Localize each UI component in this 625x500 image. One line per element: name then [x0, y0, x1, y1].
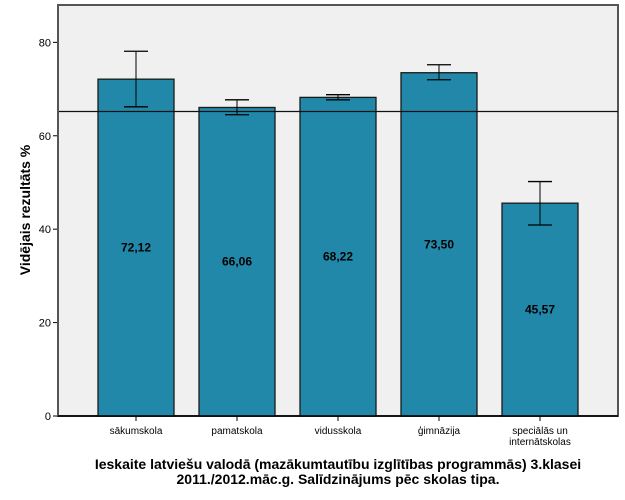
data-label: 73,50 [424, 237, 454, 251]
x-tick-label: ģimnāzija [418, 424, 461, 437]
x-tick-label: sākumskola [110, 426, 163, 437]
y-tick-label: 60 [39, 131, 51, 143]
x-axis-ticks: sākumskola pamatskola vidusskola ģimnāzija s… [110, 416, 571, 448]
data-label: 72,12 [121, 241, 151, 255]
y-axis-ticks: 0 20 40 60 80 [39, 37, 58, 423]
error-bars [124, 50, 552, 226]
data-label: 45,57 [525, 303, 555, 317]
chart-subtitle: 2011./2012.māc.g. Salīdzinājums pēc skol… [177, 471, 500, 487]
y-tick-label: 80 [39, 37, 51, 49]
error-bar [427, 64, 451, 81]
data-labels: 72,12 66,06 68,22 73,50 45,57 [121, 237, 555, 316]
y-tick-label: 20 [39, 318, 51, 330]
error-bar [528, 180, 552, 226]
x-tick-label: speciālās un [512, 426, 568, 437]
x-tick-label: vidusskola [315, 426, 362, 437]
y-tick-label: 40 [39, 224, 51, 236]
data-label: 66,06 [222, 255, 252, 269]
y-axis-title: Vidējais rezultāts % [17, 144, 33, 275]
bars [97, 72, 579, 417]
x-tick-label: internātskolas [509, 437, 571, 448]
y-tick-label: 0 [45, 411, 51, 423]
error-bar [225, 99, 249, 116]
chart-title: Ieskaite latviešu valodā (mazākumtautību… [95, 456, 581, 472]
error-bar [326, 94, 350, 101]
data-label: 68,22 [323, 250, 353, 264]
error-bar [124, 50, 148, 108]
x-tick-label: pamatskola [211, 426, 263, 437]
